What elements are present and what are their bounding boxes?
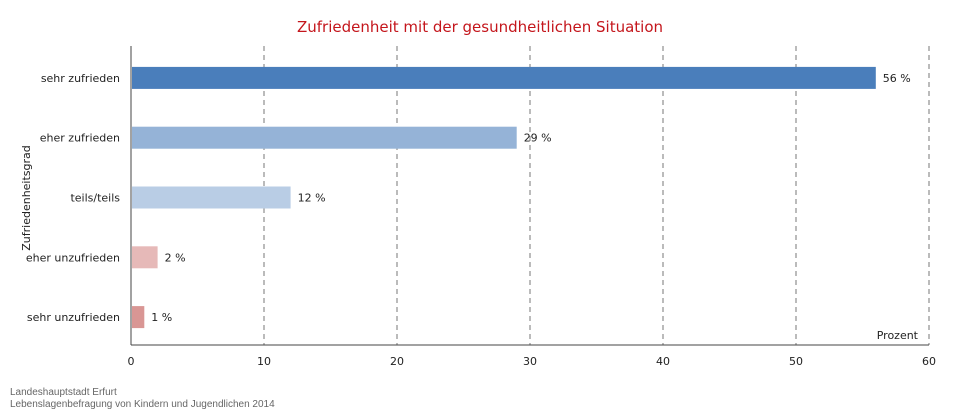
bar (132, 246, 158, 269)
footer-line-2: Lebenslagenbefragung von Kindern und Jug… (10, 399, 275, 410)
category-label: eher unzufrieden (26, 251, 120, 264)
category-label: sehr zufrieden (41, 72, 120, 85)
x-tick-label: 0 (128, 355, 135, 368)
footer-line-1: Landeshauptstadt Erfurt (10, 387, 117, 398)
data-label: 1 % (151, 311, 172, 324)
data-label: 29 % (524, 132, 552, 145)
category-labels: sehr zufrieden eher zufrieden teils/teils e… (26, 72, 120, 324)
grid-lines (130, 46, 930, 346)
bar (132, 306, 145, 329)
y-axis-label: Zufriedenheitsgrad (20, 145, 33, 251)
chart-title: Zufriedenheit mit der gesundheitlichen S… (297, 18, 663, 36)
x-tick-label: 60 (922, 355, 936, 368)
category-label: eher zufrieden (40, 132, 120, 145)
category-label: teils/teils (70, 192, 120, 205)
unit-label: Prozent (877, 329, 919, 342)
footer-source: Landeshauptstadt Erfurt Lebenslagenbefra… (10, 387, 275, 411)
x-tick-label: 20 (390, 355, 404, 368)
x-tick-label: 40 (656, 355, 670, 368)
x-tick-label: 50 (789, 355, 803, 368)
x-tick-label: 30 (523, 355, 537, 368)
bar (132, 66, 876, 89)
x-tick-label: 10 (257, 355, 271, 368)
category-label: sehr unzufrieden (27, 311, 120, 324)
bars: 56 % 29 % 12 % 2 % 1 % (132, 66, 911, 329)
bar (132, 126, 517, 149)
data-label: 2 % (165, 251, 186, 264)
bar (132, 186, 291, 209)
x-tick-labels: 0 10 20 30 40 50 60 (128, 355, 937, 368)
data-label: 12 % (298, 192, 326, 205)
data-label: 56 % (883, 72, 911, 85)
